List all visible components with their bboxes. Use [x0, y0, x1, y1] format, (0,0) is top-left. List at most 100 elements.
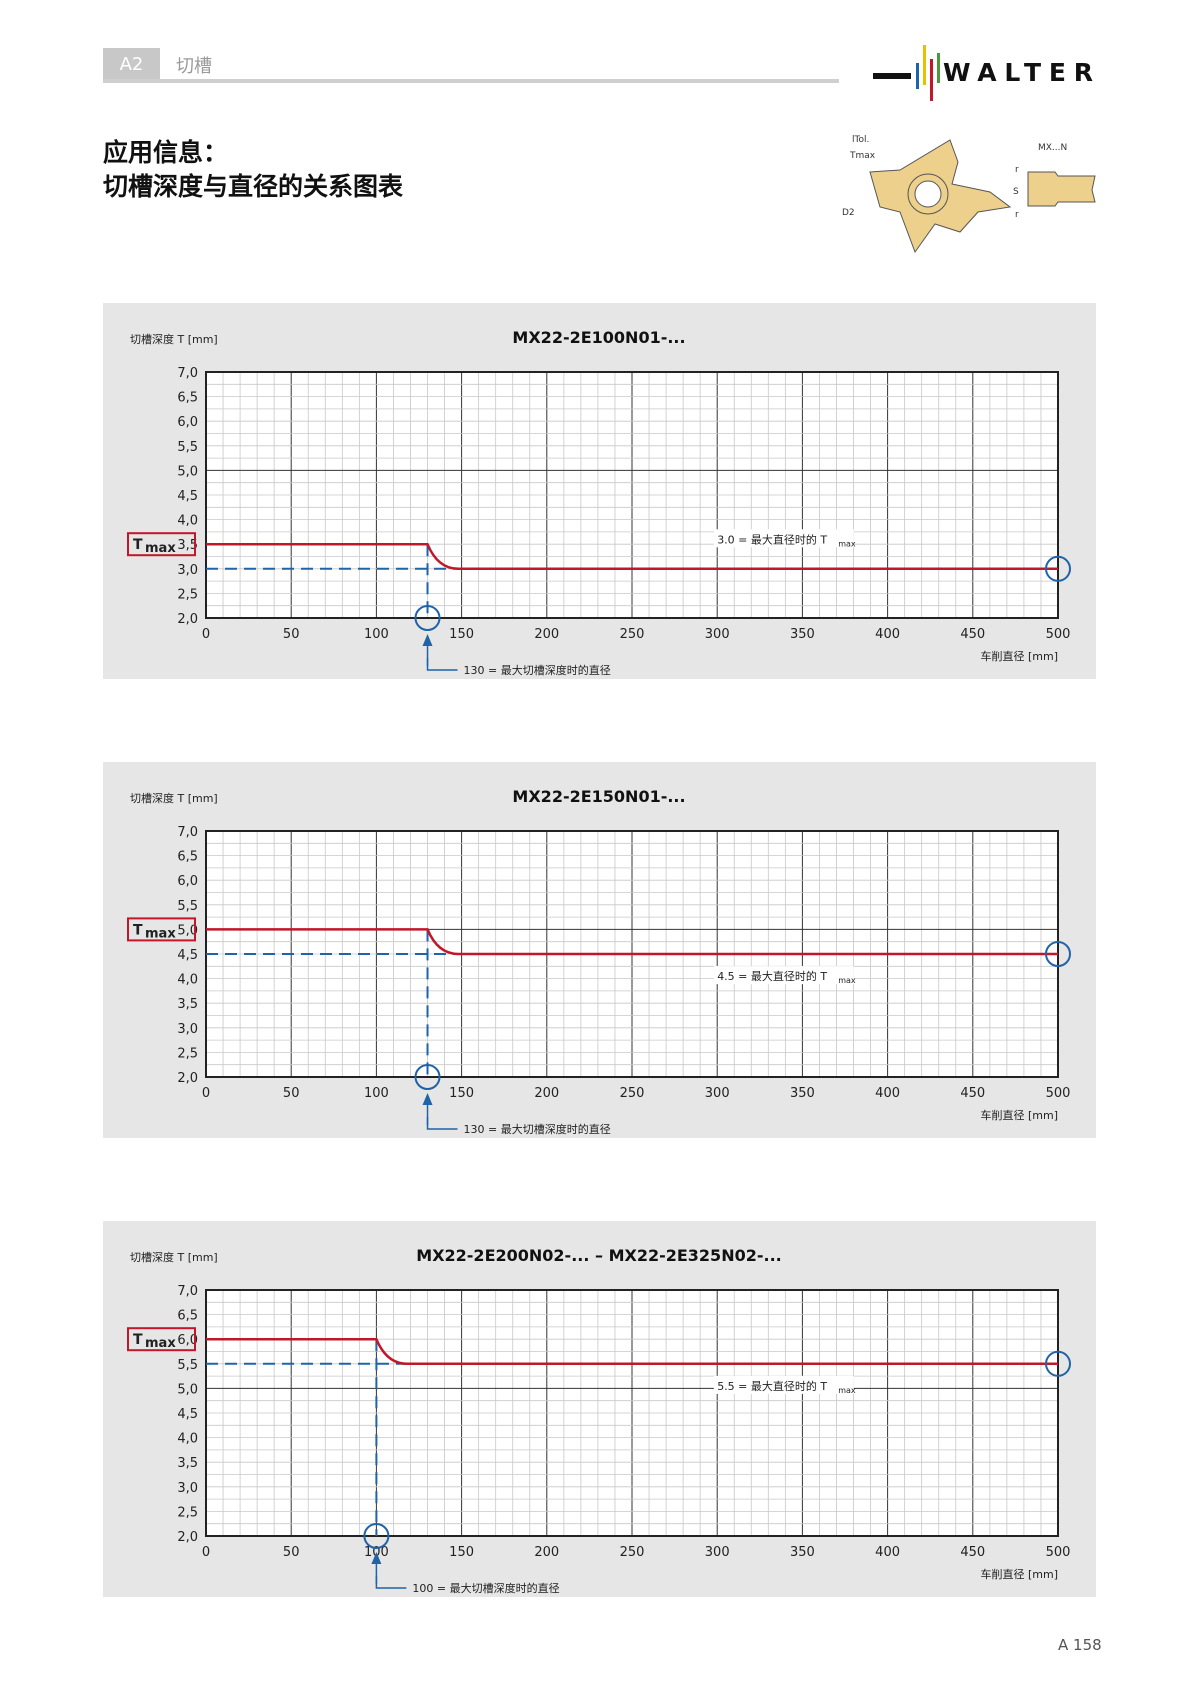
mxn-label: MX...N: [1038, 143, 1067, 153]
y-axis-title: 切槽深度 T [mm]: [130, 332, 218, 346]
max-diameter-marker: [1045, 555, 1071, 582]
depth-curve: [206, 928, 1058, 956]
x-tick-label: 400: [875, 1086, 900, 1101]
x-tick-label: 400: [875, 1545, 900, 1560]
y-tick-label: 3,5: [177, 538, 198, 553]
x-tick-label: 400: [875, 627, 900, 642]
annotation-leader: [375, 1564, 407, 1589]
y-tick-label: 3,0: [177, 1022, 198, 1037]
y-tick-label: 6,0: [177, 415, 198, 430]
x-tick-label: 50: [283, 1086, 300, 1101]
max-depth-marker: [414, 605, 441, 631]
chart-2: 0 50 100 150 200 250 300 350 400 450 500 2,0 2,5 3,0 3…: [127, 787, 1071, 1136]
y-tick-label: 4,0: [177, 973, 198, 988]
y-axis-title: 切槽深度 T [mm]: [130, 1250, 218, 1264]
d2-label: D2: [842, 208, 855, 218]
x-axis-title: 车削直径 [mm]: [980, 1567, 1058, 1581]
section-name: 切槽: [176, 56, 212, 77]
walter-logo: WALTER: [873, 45, 1093, 101]
annotation-sub: max: [838, 539, 856, 548]
max-depth-marker: [414, 1064, 441, 1090]
title-line-2: 切槽深度与直径的关系图表: [103, 172, 404, 201]
y-tick-label: 6,0: [177, 874, 198, 889]
r-label: r: [1015, 210, 1019, 220]
x-axis-title: 车削直径 [mm]: [980, 1108, 1058, 1122]
tmax-box: [127, 532, 196, 557]
y-tick-label: 3,0: [177, 563, 198, 578]
y-tick-label: 5,0: [177, 923, 198, 938]
y-tick-label: 3,0: [177, 1481, 198, 1496]
annotation-max-depth: 130 = 最大切槽深度时的直径: [464, 663, 611, 677]
chart-panel-2: 0 50 100 150 200 250 300 350 400 450 500 2,0 2,5 3,0 3…: [103, 762, 1096, 1138]
arrow-up-icon: [422, 634, 433, 646]
x-tick-label: 200: [534, 627, 559, 642]
tmax-sub: max: [145, 541, 176, 556]
page-number: A 158: [1058, 1636, 1102, 1654]
max-depth-marker: [363, 1523, 390, 1549]
chart-3: 0501001502002503003504004505002,02,53,03…: [127, 1246, 1071, 1595]
page-title: 应用信息： 切槽深度与直径的关系图表: [103, 136, 403, 204]
depth-curve: [206, 1337, 1058, 1366]
annotation-leader: [426, 646, 458, 671]
y-tick-label: 6,5: [177, 850, 198, 865]
arrow-up-icon: [422, 1093, 433, 1105]
tmax-box: [127, 917, 196, 942]
y-tick-label: 4,0: [177, 1432, 198, 1447]
y-tick-label: 7,0: [177, 366, 198, 381]
x-tick-label: 50: [283, 1545, 300, 1560]
x-tick-label: 200: [534, 1545, 559, 1560]
x-axis-title: 车削直径 [mm]: [980, 649, 1058, 663]
y-tick-label: 4,5: [177, 489, 198, 504]
y-tick-label: 5,5: [177, 1358, 198, 1373]
x-tick-label: 200: [534, 1086, 559, 1101]
y-tick-label: 6,0: [177, 1333, 198, 1348]
x-tick-label: 500: [1046, 1545, 1071, 1560]
x-tick-label: 150: [449, 627, 474, 642]
x-tick-label: 300: [705, 1086, 730, 1101]
plot-frame: [205, 1289, 1059, 1537]
y-tick-label: 7,0: [177, 1284, 198, 1299]
y-tick-label: 5,0: [177, 1382, 198, 1397]
depth-curve: [206, 542, 1058, 571]
annotation-leader: [426, 1105, 458, 1130]
y-tick-label: 5,5: [177, 440, 198, 455]
x-tick-label: 500: [1046, 627, 1071, 642]
max-diameter-marker: [1045, 941, 1071, 967]
y-tick-label: 2,0: [177, 612, 198, 627]
y-tick-label: 4,0: [177, 514, 198, 529]
x-tick-label: 0: [202, 1086, 210, 1101]
header-divider: [103, 79, 839, 83]
chart-1: 0 50 100 150 200 250 300 350 400 450 500 2,0 2,5 3,0 3…: [127, 328, 1071, 677]
x-tick-label: 250: [620, 1086, 645, 1101]
y-tick-label: 7,0: [177, 825, 198, 840]
y-tick-label: 5,0: [177, 464, 198, 479]
x-tick-label: 450: [960, 627, 985, 642]
y-tick-label: 3,5: [177, 997, 198, 1012]
insert-diagram: lTol. Tmax D2 MX...N r S r: [842, 135, 1096, 254]
r-label: r: [1015, 165, 1019, 175]
x-tick-label: 100: [364, 1086, 389, 1101]
x-tick-label: 350: [790, 1545, 815, 1560]
annotation-bg: [713, 966, 854, 985]
chart-title: MX22-2E200N02-... – MX22-2E325N02-...: [416, 1246, 781, 1265]
chart-panel-1: 0 50 100 150 200 250 300 350 400 450 500 2,0 2,5 3,0 3…: [103, 303, 1096, 679]
tmax-label: T: [133, 922, 143, 938]
x-tick-label: 100: [364, 627, 389, 642]
y-tick-label: 4,5: [177, 1407, 198, 1422]
x-tick-label: 150: [449, 1086, 474, 1101]
x-tick-label: 250: [620, 1545, 645, 1560]
x-tick-label: 300: [705, 627, 730, 642]
y-tick-label: 2,0: [177, 1071, 198, 1086]
max-diameter-marker: [1045, 1350, 1071, 1377]
plot-frame: [205, 371, 1059, 619]
annotation-sub: max: [838, 1386, 856, 1395]
x-tick-label: 50: [283, 627, 300, 642]
annotation-bg: [713, 529, 854, 548]
title-line-1: 应用信息：: [103, 138, 229, 167]
x-tick-label: 0: [202, 627, 210, 642]
y-tick-label: 4,5: [177, 948, 198, 963]
tmax-label: T: [133, 1332, 143, 1348]
x-tick-label: 450: [960, 1086, 985, 1101]
annotation-bg: [713, 1375, 854, 1394]
annotation-max-diameter: 4.5 = 最大直径时的 T: [717, 969, 827, 983]
